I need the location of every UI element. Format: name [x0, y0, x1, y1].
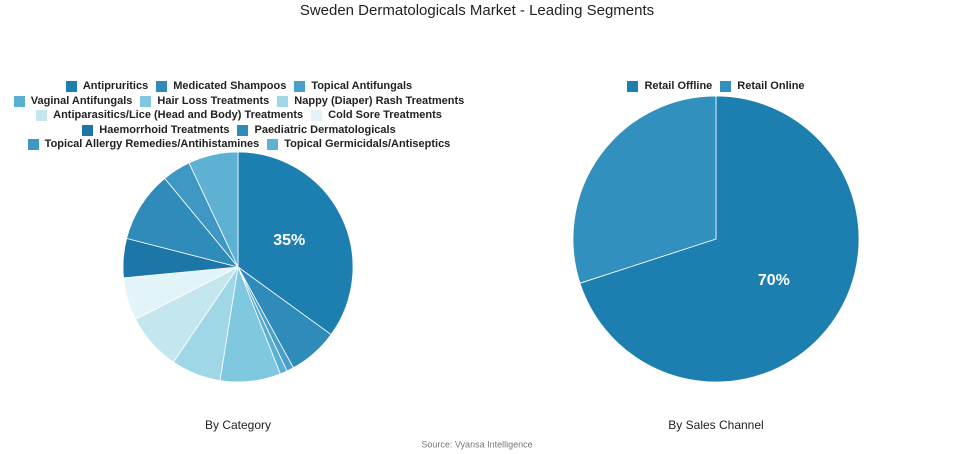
legend-label: Haemorrhoid Treatments: [99, 123, 230, 136]
legend-swatch: [720, 81, 732, 93]
legend-item: Antipruritics: [65, 80, 149, 94]
legend-item: Topical Germicidals/Antiseptics: [267, 138, 450, 152]
legend-swatch: [627, 81, 639, 93]
legend-label: Retail Offline: [644, 80, 713, 92]
legend-swatch: [13, 95, 25, 107]
legend-label: Antipruritics: [82, 80, 149, 92]
legend-swatch: [237, 124, 249, 136]
value-label: 35%: [273, 232, 305, 249]
legend-label: Paediatric Dermatologicals: [254, 123, 396, 136]
legend-label: Antiparasitics/Lice (Head and Body) Trea…: [53, 109, 304, 121]
legend-item: Vaginal Antifungals: [13, 94, 133, 109]
legend-swatch: [156, 81, 168, 93]
legend: Antipruritics Medicated Shampoos Topical A…: [8, 80, 470, 152]
legend-label: Vaginal Antifungals: [30, 94, 133, 107]
pie-slice: [188, 151, 239, 268]
legend-item: Paediatric Dermatologicals: [237, 123, 396, 138]
legend-label: Topical Allergy Remedies/Antihistamines: [44, 138, 260, 150]
legend-label: Topical Antifungals: [311, 80, 413, 92]
legend-item: Retail Online: [720, 80, 805, 94]
legend-swatch: [140, 95, 152, 107]
legend-swatch: [311, 110, 323, 122]
legend-swatch: [82, 124, 94, 136]
legend-item: Hair Loss Treatments: [140, 95, 269, 109]
legend-item: Cold Sore Treatments: [311, 109, 442, 123]
legend-item: Nappy (Diaper) Rash Treatments: [277, 95, 464, 109]
legend-item: Antiparasitics/Lice (Head and Body) Trea…: [36, 109, 303, 123]
legend-item: Medicated Shampoos: [156, 80, 286, 94]
pie-slice: [579, 95, 860, 383]
legend-label: Medicated Shampoos: [173, 80, 287, 92]
legend-label: Cold Sore Treatments: [328, 109, 442, 121]
legend-swatch: [294, 81, 306, 93]
legend-swatch: [65, 81, 77, 93]
source: Source: Vyansa Intelligence: [421, 439, 532, 449]
legend-label: Hair Loss Treatments: [157, 94, 270, 107]
pie-slice: [237, 151, 354, 336]
chart-title: Sweden Dermatologicals Market - Leading …: [300, 2, 654, 19]
chart-subtitle: By Sales Channel: [668, 418, 763, 432]
legend-swatch: [277, 95, 289, 107]
legend-item: Topical Allergy Remedies/Antihistamines: [27, 138, 260, 152]
value-label: 70%: [758, 272, 790, 289]
legend-label: Retail Online: [737, 80, 805, 92]
legend-swatch: [27, 139, 39, 151]
legend-swatch: [267, 139, 279, 151]
legend-item: Topical Antifungals: [294, 80, 412, 94]
pie-slice: [126, 177, 240, 268]
legend-label: Nappy (Diaper) Rash Treatments: [294, 94, 465, 107]
legend-item: Retail Offline: [627, 80, 712, 94]
legend: Retail Offline Retail Online: [566, 80, 866, 94]
legend-item: Haemorrhoid Treatments: [82, 124, 229, 138]
legend-label: Topical Germicidals/Antiseptics: [284, 138, 451, 150]
chart-subtitle: By Category: [205, 418, 271, 432]
legend-swatch: [36, 110, 48, 122]
pie-slice: [572, 95, 717, 284]
